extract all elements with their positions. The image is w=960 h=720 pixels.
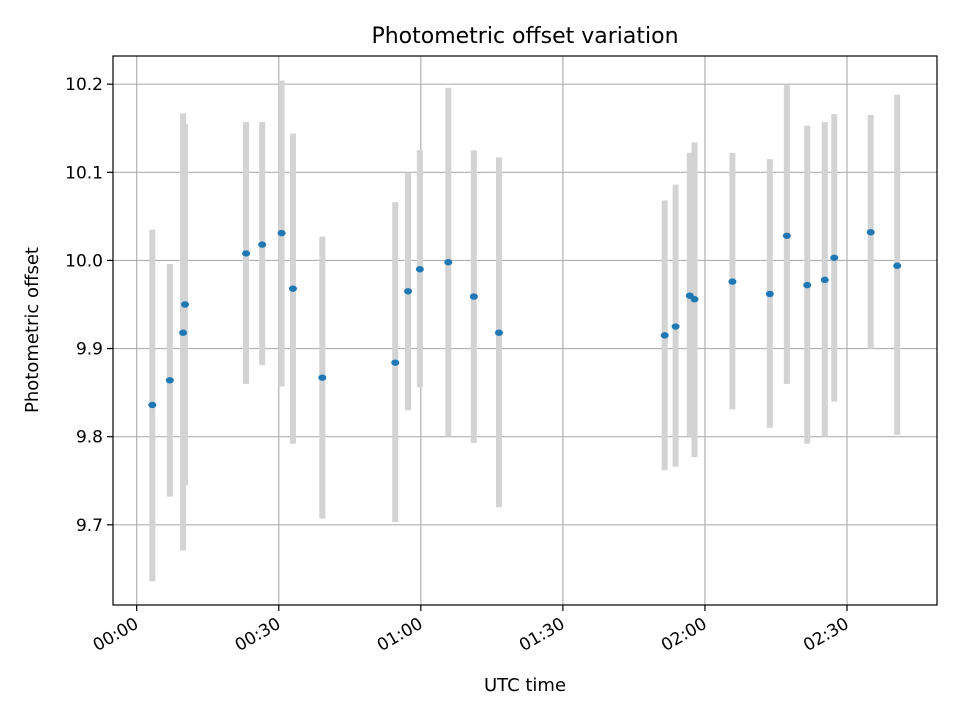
x-axis-label: UTC time — [484, 675, 566, 696]
data-point — [391, 359, 400, 366]
data-point — [318, 374, 327, 381]
data-point — [494, 329, 503, 336]
data-point — [258, 241, 267, 248]
plot-frame — [112, 55, 938, 606]
data-point — [820, 276, 829, 284]
data-point — [288, 285, 297, 292]
chart-title: Photometric offset variation — [371, 24, 678, 49]
y-tick-label: 9.9 — [76, 340, 103, 360]
data-point — [782, 232, 791, 239]
data-point — [404, 288, 413, 295]
data-point — [728, 278, 737, 285]
y-tick-label: 10.2 — [65, 75, 103, 95]
data-point — [765, 290, 774, 298]
data-points — [148, 229, 902, 409]
y-axis-label: Photometric offset — [22, 247, 43, 413]
y-tick-label: 9.7 — [76, 516, 103, 536]
data-point — [242, 250, 251, 257]
y-tick-label: 10.0 — [65, 251, 103, 271]
data-point — [277, 229, 286, 237]
grid-lines — [113, 56, 937, 605]
data-point — [148, 401, 157, 409]
data-point — [180, 301, 189, 308]
data-point — [671, 323, 680, 330]
y-tick-label: 9.8 — [76, 428, 103, 448]
data-point — [469, 293, 478, 300]
data-point — [803, 281, 812, 289]
data-point — [415, 266, 424, 273]
data-point — [690, 296, 699, 303]
data-point — [830, 254, 839, 261]
data-point — [444, 259, 453, 266]
y-tick-label: 10.1 — [65, 163, 103, 183]
data-point — [165, 377, 174, 384]
data-point — [660, 332, 669, 339]
data-point — [893, 262, 902, 269]
data-point — [866, 229, 875, 236]
data-point — [179, 329, 188, 336]
